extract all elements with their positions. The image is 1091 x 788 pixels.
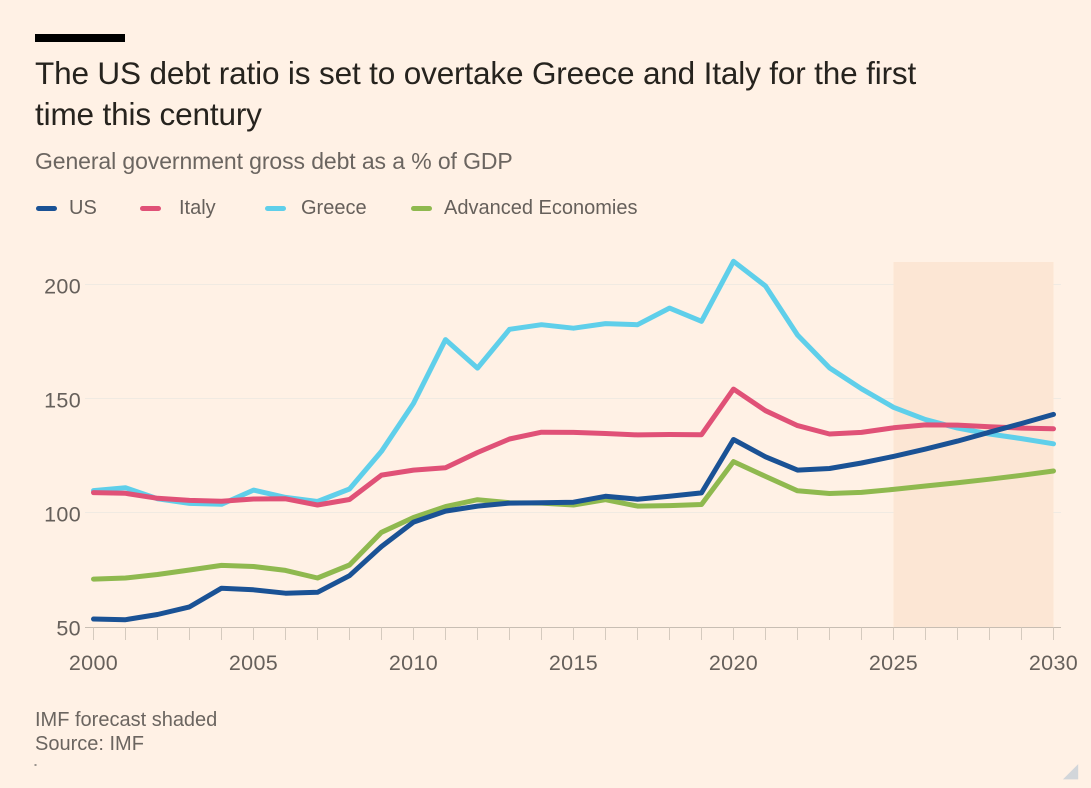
svg-text:100: 100: [44, 502, 81, 526]
svg-text:2010: 2010: [389, 651, 438, 675]
svg-text:2020: 2020: [709, 651, 758, 675]
svg-text:2000: 2000: [69, 651, 118, 675]
svg-text:2015: 2015: [549, 651, 598, 675]
svg-text:200: 200: [44, 274, 81, 298]
svg-text:2005: 2005: [229, 651, 278, 675]
svg-text:50: 50: [56, 617, 81, 641]
svg-text:2025: 2025: [869, 651, 918, 675]
svg-text:2030: 2030: [1029, 651, 1078, 675]
svg-text:150: 150: [44, 388, 81, 412]
